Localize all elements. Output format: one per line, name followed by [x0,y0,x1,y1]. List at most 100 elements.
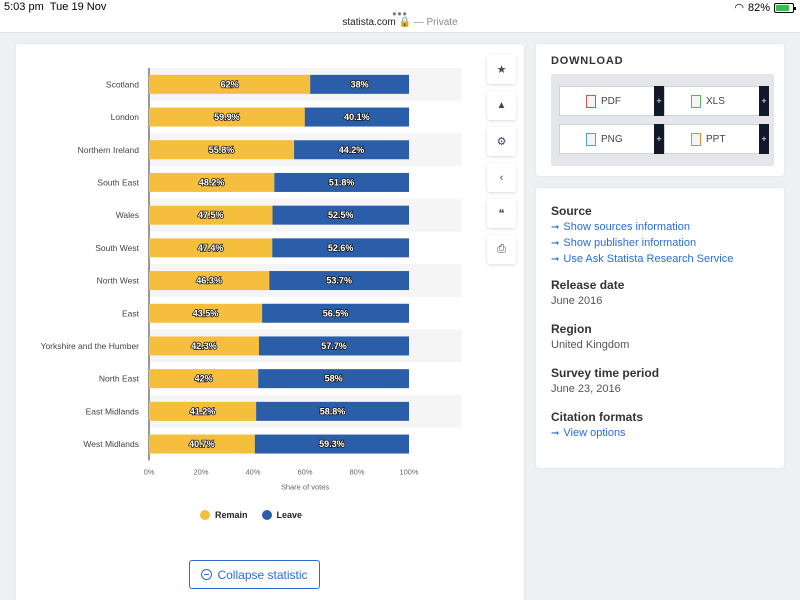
x-axis-title: Share of votes [281,482,330,491]
bar-remain [149,140,295,160]
pdf-plus-button[interactable]: + [654,86,664,116]
ppt-label: PPT [706,133,726,145]
bar-leave [294,140,409,160]
data-label-leave: 38% [351,79,369,89]
gear-icon: ⚙ [496,136,507,148]
status-right: ◠ 82% [734,1,796,14]
star-icon: ★ [496,64,507,76]
chart-legend: Remain Leave [200,510,302,520]
xls-label: XLS [706,95,725,107]
png-label: PNG [601,133,623,145]
view-options-link[interactable]: ➞ View options [551,427,626,439]
download-title: DOWNLOAD [551,55,624,67]
ask-statista-link[interactable]: ➞ Use Ask Statista Research Service [551,253,734,265]
region-value: United Kingdom [551,339,630,351]
legend-item-remain[interactable]: Remain [200,510,248,520]
category-label: North East [99,374,140,384]
bar-leave [262,303,409,323]
info-card: Source ➞ Show sources information ➞ Show p… [536,188,784,468]
bar-remain [149,434,255,454]
url-text[interactable]: statista.com 🔒 — Private [342,17,458,28]
x-tick-label: 80% [349,467,364,476]
settings-button[interactable]: ⚙ [487,127,516,156]
print-button[interactable]: ⎙ [487,235,516,264]
bar-remain [149,271,270,291]
arrow-right-icon: ➞ [551,427,560,439]
download-ppt-button[interactable]: PPT + [664,124,769,154]
pdf-file-icon [586,95,596,108]
download-card: DOWNLOAD PDF + XLS + PNG + PPT + [536,44,784,176]
arrow-right-icon: ➞ [551,237,560,249]
legend-label-leave: Leave [276,510,303,520]
minus-circle-icon [201,569,213,580]
category-label: London [111,112,140,122]
show-publisher-link[interactable]: ➞ Show publisher information [551,237,697,249]
url-bar[interactable]: ••• statista.com 🔒 — Private [0,7,800,33]
data-label-remain: 41.2% [190,406,216,416]
data-label-remain: 43.5% [193,308,219,318]
cite-button[interactable]: ❝ [487,199,516,228]
bar-leave [304,107,409,127]
survey-heading: Survey time period [551,366,660,380]
data-label-remain: 42.3% [191,341,217,351]
favorite-button[interactable]: ★ [487,55,516,84]
data-label-leave: 40.1% [344,112,370,122]
bar-leave [272,205,409,225]
xls-plus-button[interactable]: + [759,86,769,116]
legend-label-remain: Remain [215,510,248,520]
data-label-remain: 47.4% [198,243,224,253]
data-label-remain: 59.9% [214,112,240,122]
arrow-right-icon: ➞ [551,221,560,233]
bar-remain [149,107,305,127]
source-links: ➞ Show sources information ➞ Show publishe… [551,221,769,265]
release-value: June 2016 [551,295,603,307]
category-label: Wales [116,210,139,220]
category-label: South West [95,243,139,253]
bar-leave [256,401,409,421]
chart: Scotland 62% 38% London 59.9% 40.1% Northern I… [41,68,462,491]
bar-remain [149,401,257,421]
download-pdf-button[interactable]: PDF + [559,86,664,116]
data-label-remain: 55.8% [209,145,235,155]
data-label-leave: 57.7% [321,341,347,351]
bar-leave [274,172,409,192]
data-label-leave: 58% [325,374,343,384]
show-sources-link[interactable]: ➞ Show sources information [551,221,690,233]
legend-item-leave[interactable]: Leave [261,510,303,520]
bar-leave [258,336,409,356]
notification-button[interactable]: ▲ [487,91,516,120]
more-icon[interactable]: ••• [392,7,408,21]
bar-leave [269,271,409,291]
share-icon: ‹ [499,171,504,184]
collapse-label: Collapse statistic [217,567,308,582]
bar-remain [149,238,273,258]
status-time: 5:03 pm Tue 19 Nov [4,1,107,13]
download-png-button[interactable]: PNG + [559,124,664,154]
share-button[interactable]: ‹ [487,163,516,192]
data-label-remain: 62% [221,79,239,89]
data-label-leave: 53.7% [326,276,352,286]
bar-leave [272,238,409,258]
bar-remain [149,74,311,94]
bar-remain [149,336,259,356]
download-xls-button[interactable]: XLS + [664,86,769,116]
data-label-remain: 40.7% [189,439,215,449]
lock-icon: 🔒 [398,17,411,28]
release-heading: Release date [551,278,625,292]
data-label-leave: 56.5% [323,308,349,318]
source-heading: Source [551,204,592,218]
bar-leave [310,74,409,94]
region-heading: Region [551,322,592,336]
xls-file-icon [691,95,701,108]
png-plus-button[interactable]: + [654,124,664,154]
battery-icon [774,2,796,13]
category-label: Northern Ireland [78,145,140,155]
ppt-plus-button[interactable]: + [759,124,769,154]
wifi-icon: ◠ [734,2,744,14]
ppt-file-icon [691,133,701,146]
legend-dot-remain [200,510,210,520]
collapse-statistic-button[interactable]: Collapse statistic [189,560,320,589]
category-label: Scotland [106,79,139,89]
print-icon: ⎙ [497,243,506,255]
bell-icon: ▲ [496,100,507,111]
